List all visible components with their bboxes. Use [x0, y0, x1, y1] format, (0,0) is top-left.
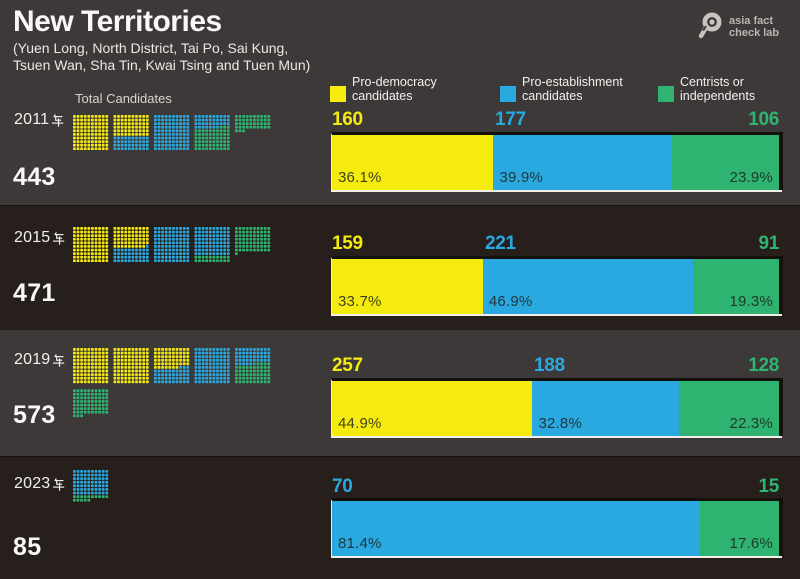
year-label-2023: 2023 — [14, 475, 65, 493]
segment-percent-label: 23.9% — [729, 169, 773, 186]
year-suffix-glyph — [52, 113, 64, 127]
segment-count-label: 257 — [332, 355, 363, 376]
magnifier-icon — [695, 10, 725, 45]
legend-item-pro-establishment: Pro-establishment candidates — [500, 75, 623, 103]
bar-segment-centrists: 17.6% — [700, 501, 779, 556]
legend-swatch-centrists-icon — [658, 86, 674, 102]
stacked-bar-2023: 81.4% 17.6% — [332, 498, 783, 556]
segment-percent-label: 19.3% — [729, 293, 773, 310]
total-count-2011: 443 — [13, 163, 56, 191]
legend-label-centrists: Centrists or independents — [680, 75, 756, 103]
segment-percent-label: 36.1% — [338, 169, 382, 186]
segment-percent-label: 81.4% — [338, 535, 382, 552]
year-suffix-glyph — [53, 231, 65, 245]
segment-percent-label: 32.8% — [538, 415, 583, 432]
waffle-column-title: Total Candidates — [75, 91, 172, 106]
waffle-chart-2023 — [73, 470, 114, 510]
waffle-chart-2015 — [73, 227, 276, 267]
segment-count-labels: 257 188 128 — [332, 355, 779, 379]
year-suffix-glyph — [53, 353, 65, 367]
bar-segment-pro-democracy: 33.7% — [332, 259, 483, 314]
bar-segment-pro-establishment: 81.4% — [332, 501, 701, 556]
bar-segment-centrists: 22.3% — [679, 381, 779, 436]
stacked-bar-2019: 44.9% 32.8% 22.3% — [332, 378, 783, 436]
bar-segment-centrists: 19.3% — [692, 259, 779, 314]
segment-count-label: 15 — [758, 476, 779, 497]
segment-count-label: 70 — [332, 476, 353, 497]
total-count-2015: 471 — [13, 279, 56, 307]
segment-percent-label: 46.9% — [488, 293, 533, 310]
stacked-bar-2011: 36.1% 39.9% 23.9% — [332, 132, 783, 190]
page-subtitle-line1: (Yuen Long, North District, Tai Po, Sai … — [13, 40, 289, 56]
segment-count-labels: 70 15 — [332, 476, 779, 500]
legend-label-pro-establishment: Pro-establishment candidates — [522, 75, 623, 103]
bar-segment-pro-establishment: 32.8% — [532, 381, 680, 436]
year-suffix-glyph — [53, 477, 65, 491]
legend-swatch-pro-establishment-icon — [500, 86, 516, 102]
segment-count-label: 159 — [332, 233, 363, 254]
segment-count-label: 160 — [332, 109, 363, 130]
logo-text-line2: check lab — [729, 26, 780, 39]
legend-item-pro-democracy: Pro-democracy candidates — [330, 75, 437, 103]
segment-count-label: 128 — [748, 355, 779, 376]
year-label-2015: 2015 — [14, 229, 65, 247]
bar-segment-pro-establishment: 46.9% — [482, 259, 693, 314]
segment-percent-label: 39.9% — [499, 169, 543, 186]
legend-swatch-pro-democracy-icon — [330, 86, 346, 102]
waffle-chart-2011 — [73, 115, 276, 155]
segment-percent-label: 44.9% — [338, 415, 382, 432]
logo-text: asia fact check lab — [729, 15, 780, 39]
bar-segment-centrists: 23.9% — [672, 135, 779, 190]
segment-count-label: 188 — [534, 355, 565, 376]
segment-count-label: 106 — [748, 109, 779, 130]
bar-segment-pro-establishment: 39.9% — [493, 135, 673, 190]
legend-label-pro-democracy: Pro-democracy candidates — [352, 75, 437, 103]
total-count-2019: 573 — [13, 401, 56, 429]
bar-segment-pro-democracy: 36.1% — [332, 135, 494, 190]
waffle-chart-2019 — [73, 348, 276, 429]
legend-item-centrists: Centrists or independents — [658, 75, 756, 103]
segment-count-label: 177 — [495, 109, 526, 130]
segment-count-label: 221 — [485, 233, 516, 254]
page-title: New Territories — [13, 5, 222, 38]
total-count-2023: 85 — [13, 533, 42, 561]
page-subtitle-line2: Tsuen Wan, Sha Tin, Kwai Tsing and Tuen … — [13, 57, 311, 73]
segment-percent-label: 33.7% — [338, 293, 382, 310]
bar-segment-pro-democracy: 44.9% — [332, 381, 533, 436]
logo-text-line1: asia fact — [729, 15, 774, 27]
page-subtitle: (Yuen Long, North District, Tai Po, Sai … — [13, 40, 310, 74]
segment-percent-label: 17.6% — [729, 535, 773, 552]
segment-count-labels: 159 221 91 — [332, 233, 779, 257]
afcl-logo: asia fact check lab — [695, 10, 779, 45]
segment-percent-label: 22.3% — [729, 415, 773, 432]
year-label-2011: 2011 — [14, 111, 64, 129]
segment-count-label: 91 — [758, 233, 779, 254]
segment-count-labels: 160 177 106 — [332, 109, 779, 133]
stacked-bar-2015: 33.7% 46.9% 19.3% — [332, 256, 783, 314]
year-label-2019: 2019 — [14, 351, 65, 369]
